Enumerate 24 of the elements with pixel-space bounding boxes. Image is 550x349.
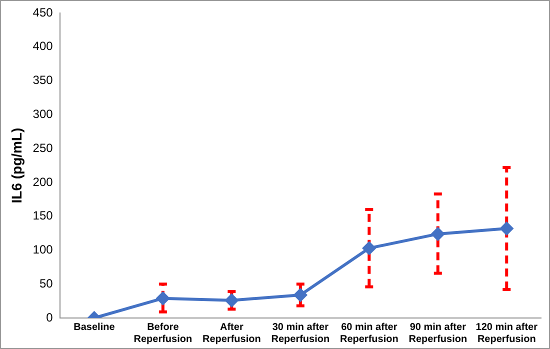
- point: [362, 242, 376, 255]
- y-tick-label: 300: [32, 106, 54, 121]
- y-tick-label: 150: [32, 208, 54, 223]
- point: [431, 227, 444, 240]
- x-tick-label: After Reperfusion: [202, 322, 261, 345]
- y-tick-label: 450: [32, 5, 54, 20]
- point: [225, 294, 238, 307]
- point: [500, 222, 514, 236]
- x-tick-label: Baseline: [74, 322, 116, 333]
- y-tick-label: 0: [46, 310, 54, 324]
- point: [156, 292, 170, 305]
- y-tick-label: 400: [32, 39, 54, 54]
- y-tick-label: 100: [32, 242, 54, 257]
- y-tick-label: 350: [32, 73, 54, 88]
- y-axis-title: IL6 (pg/mL): [8, 128, 24, 204]
- x-tick-label: 60 min after Reperfusion: [340, 322, 398, 345]
- y-tick-label: 250: [32, 140, 54, 155]
- x-tick-label: 90 min after Reperfusion: [408, 322, 468, 345]
- x-tick-label: Before Reperfusion: [134, 322, 192, 345]
- y-tick-label: 50: [39, 276, 54, 290]
- y-tick-label: 200: [32, 174, 54, 189]
- point: [294, 288, 307, 302]
- x-tick-label: 120 min after Reperfusion: [476, 322, 538, 345]
- x-tick-label: 30 min after Reperfusion: [271, 322, 330, 345]
